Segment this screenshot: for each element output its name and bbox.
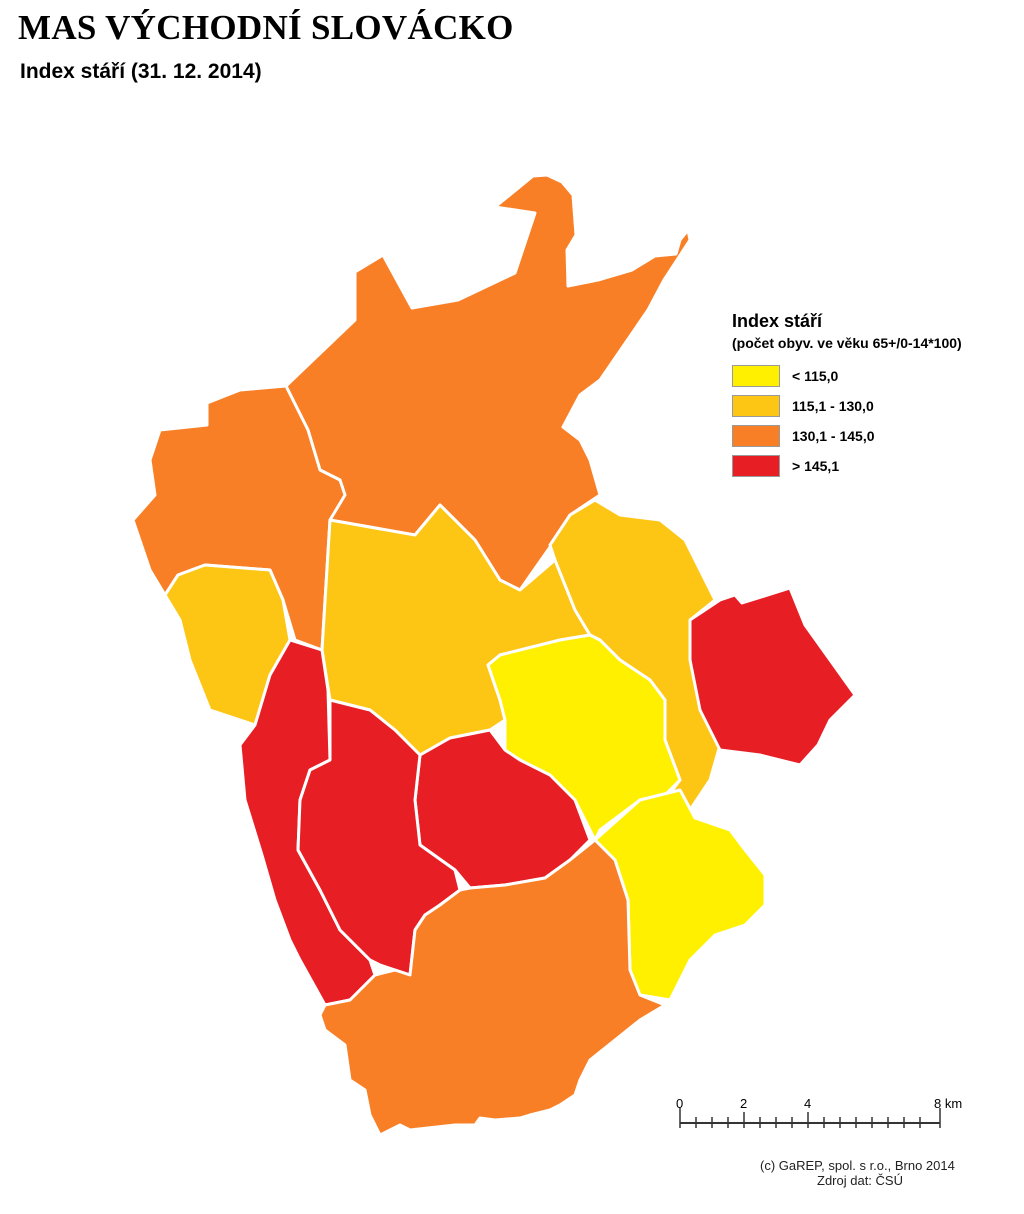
legend-swatch (732, 365, 780, 387)
data-source-text: Zdroj dat: ČSÚ (817, 1173, 903, 1188)
map-subtitle: Index stáří (31. 12. 2014) (20, 60, 262, 83)
legend-swatch (732, 395, 780, 417)
map-title: MAS VÝCHODNÍ SLOVÁCKO (18, 8, 514, 47)
legend-swatch (732, 455, 780, 477)
legend-label: 115,1 - 130,0 (792, 398, 874, 414)
credits: (c) GaREP, spol. s r.o., Brno 2014 Zdroj… (760, 1158, 955, 1188)
legend-title: Index stáří (732, 311, 823, 331)
legend-item: > 145,1 (732, 451, 962, 481)
region-south (318, 838, 667, 1137)
legend-label: > 145,1 (792, 458, 840, 474)
legend-items: < 115,0 115,1 - 130,0 130,1 - 145,0 > 14… (732, 361, 962, 481)
legend-subtitle: (počet obyv. ve věku 65+/0-14*100) (732, 335, 962, 351)
region-far-east (688, 586, 857, 767)
legend-label: < 115,0 (792, 368, 839, 384)
copyright-text: (c) GaREP, spol. s r.o., Brno 2014 (760, 1158, 955, 1173)
legend-item: < 115,0 (732, 361, 962, 391)
legend: Index stáří (počet obyv. ve věku 65+/0-1… (732, 311, 962, 481)
legend-swatch (732, 425, 780, 447)
legend-item: 130,1 - 145,0 (732, 421, 962, 451)
legend-item: 115,1 - 130,0 (732, 391, 962, 421)
legend-label: 130,1 - 145,0 (792, 428, 875, 444)
